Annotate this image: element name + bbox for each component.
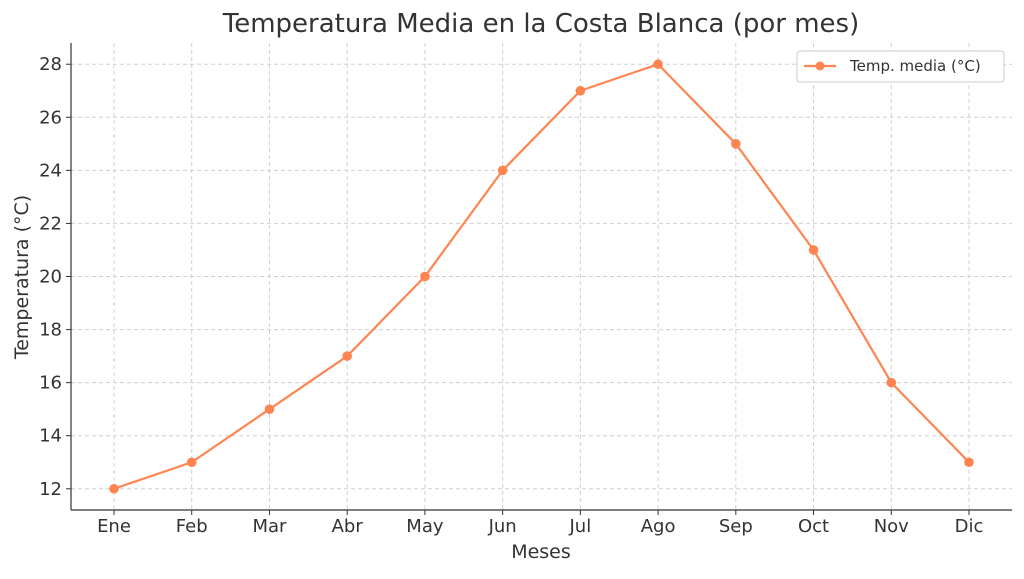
x-tick-label: Mar <box>252 516 287 537</box>
y-axis-label: Temperatura (°C) <box>11 195 33 360</box>
x-tick-label: Abr <box>332 516 364 537</box>
legend-entry-label: Temp. media (°C) <box>849 57 981 75</box>
y-tick-label: 24 <box>39 160 62 181</box>
data-point <box>497 165 508 176</box>
legend: Temp. media (°C) <box>796 50 1005 83</box>
x-axis-label: Meses <box>511 541 571 563</box>
legend-box <box>796 50 1005 83</box>
data-point <box>653 59 663 70</box>
legend-marker-swatch <box>815 61 825 71</box>
series-line <box>113 63 970 490</box>
x-tick-label: Jun <box>488 516 517 537</box>
x-tick-label: Oct <box>798 516 829 537</box>
y-tick-label: 28 <box>39 54 62 75</box>
y-tick-label: 18 <box>39 320 62 341</box>
y-tick-label: 16 <box>39 373 62 394</box>
data-point <box>264 404 275 414</box>
x-tick-label: Ene <box>97 516 131 537</box>
data-point <box>186 457 197 468</box>
x-tick-label: Ago <box>641 516 676 537</box>
x-tick-label: Nov <box>874 516 909 537</box>
y-axis-ticks: 12 14 16 18 20 22 24 26 28 <box>39 54 71 500</box>
data-point <box>575 85 586 96</box>
data-series <box>109 59 974 494</box>
data-point <box>109 483 119 494</box>
data-point <box>886 377 897 388</box>
x-tick-label: Jul <box>569 516 592 537</box>
y-tick-label: 12 <box>39 479 62 500</box>
data-point <box>342 351 352 361</box>
data-point <box>964 457 974 468</box>
y-tick-label: 22 <box>39 213 62 234</box>
data-point <box>808 245 819 255</box>
grid-lines <box>71 43 1012 510</box>
x-tick-label: Dic <box>955 516 984 537</box>
data-point <box>731 139 741 149</box>
y-tick-label: 14 <box>39 426 62 447</box>
data-point <box>420 271 430 282</box>
x-tick-label: Sep <box>719 516 753 537</box>
x-tick-label: May <box>406 516 444 537</box>
y-tick-label: 26 <box>39 107 62 128</box>
x-axis-ticks: Ene Feb Mar Abr May Jun Jul Ago Sep Oct Nov Dic <box>97 510 983 537</box>
x-tick-label: Feb <box>176 516 208 537</box>
y-tick-label: 20 <box>39 267 62 288</box>
chart-title: Temperatura Media en la Costa Blanca (po… <box>222 9 859 39</box>
